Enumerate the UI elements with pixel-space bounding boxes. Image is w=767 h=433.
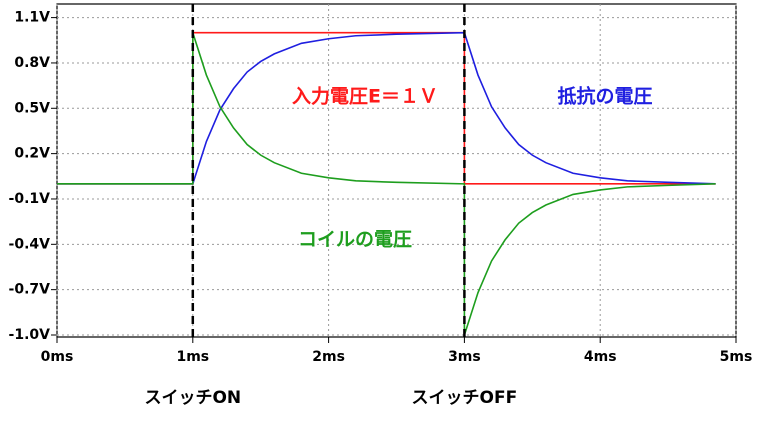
y-tick-label: 0.8V bbox=[14, 55, 50, 71]
y-tick-label: 0.5V bbox=[14, 100, 50, 116]
plot-frame bbox=[56, 3, 737, 338]
series-label: 抵抗の電圧 bbox=[557, 85, 652, 108]
y-tick-label: -0.1V bbox=[9, 191, 51, 207]
x-tick-label: 2ms bbox=[312, 349, 345, 365]
series-line bbox=[57, 32, 716, 336]
y-tick-label: -0.4V bbox=[9, 236, 51, 252]
y-tick-label: 0.2V bbox=[14, 146, 50, 162]
y-tick-label: 1.1V bbox=[14, 10, 50, 26]
series-label: コイルの電圧 bbox=[298, 229, 412, 251]
x-tick-label: 4ms bbox=[584, 349, 617, 365]
switch-label: スイッチON bbox=[144, 388, 241, 408]
series-line bbox=[57, 31, 716, 185]
y-tick-label: -1.0V bbox=[9, 327, 51, 343]
x-tick-label: 3ms bbox=[448, 349, 481, 365]
x-tick-label: 1ms bbox=[176, 349, 209, 365]
switch-label: スイッチOFF bbox=[412, 388, 518, 408]
y-tick-label: -0.7V bbox=[9, 282, 51, 298]
x-tick-label: 5ms bbox=[720, 349, 753, 365]
x-tick-label: 0ms bbox=[41, 349, 74, 365]
series-label: 入力電圧E＝１Ｖ bbox=[292, 85, 438, 108]
